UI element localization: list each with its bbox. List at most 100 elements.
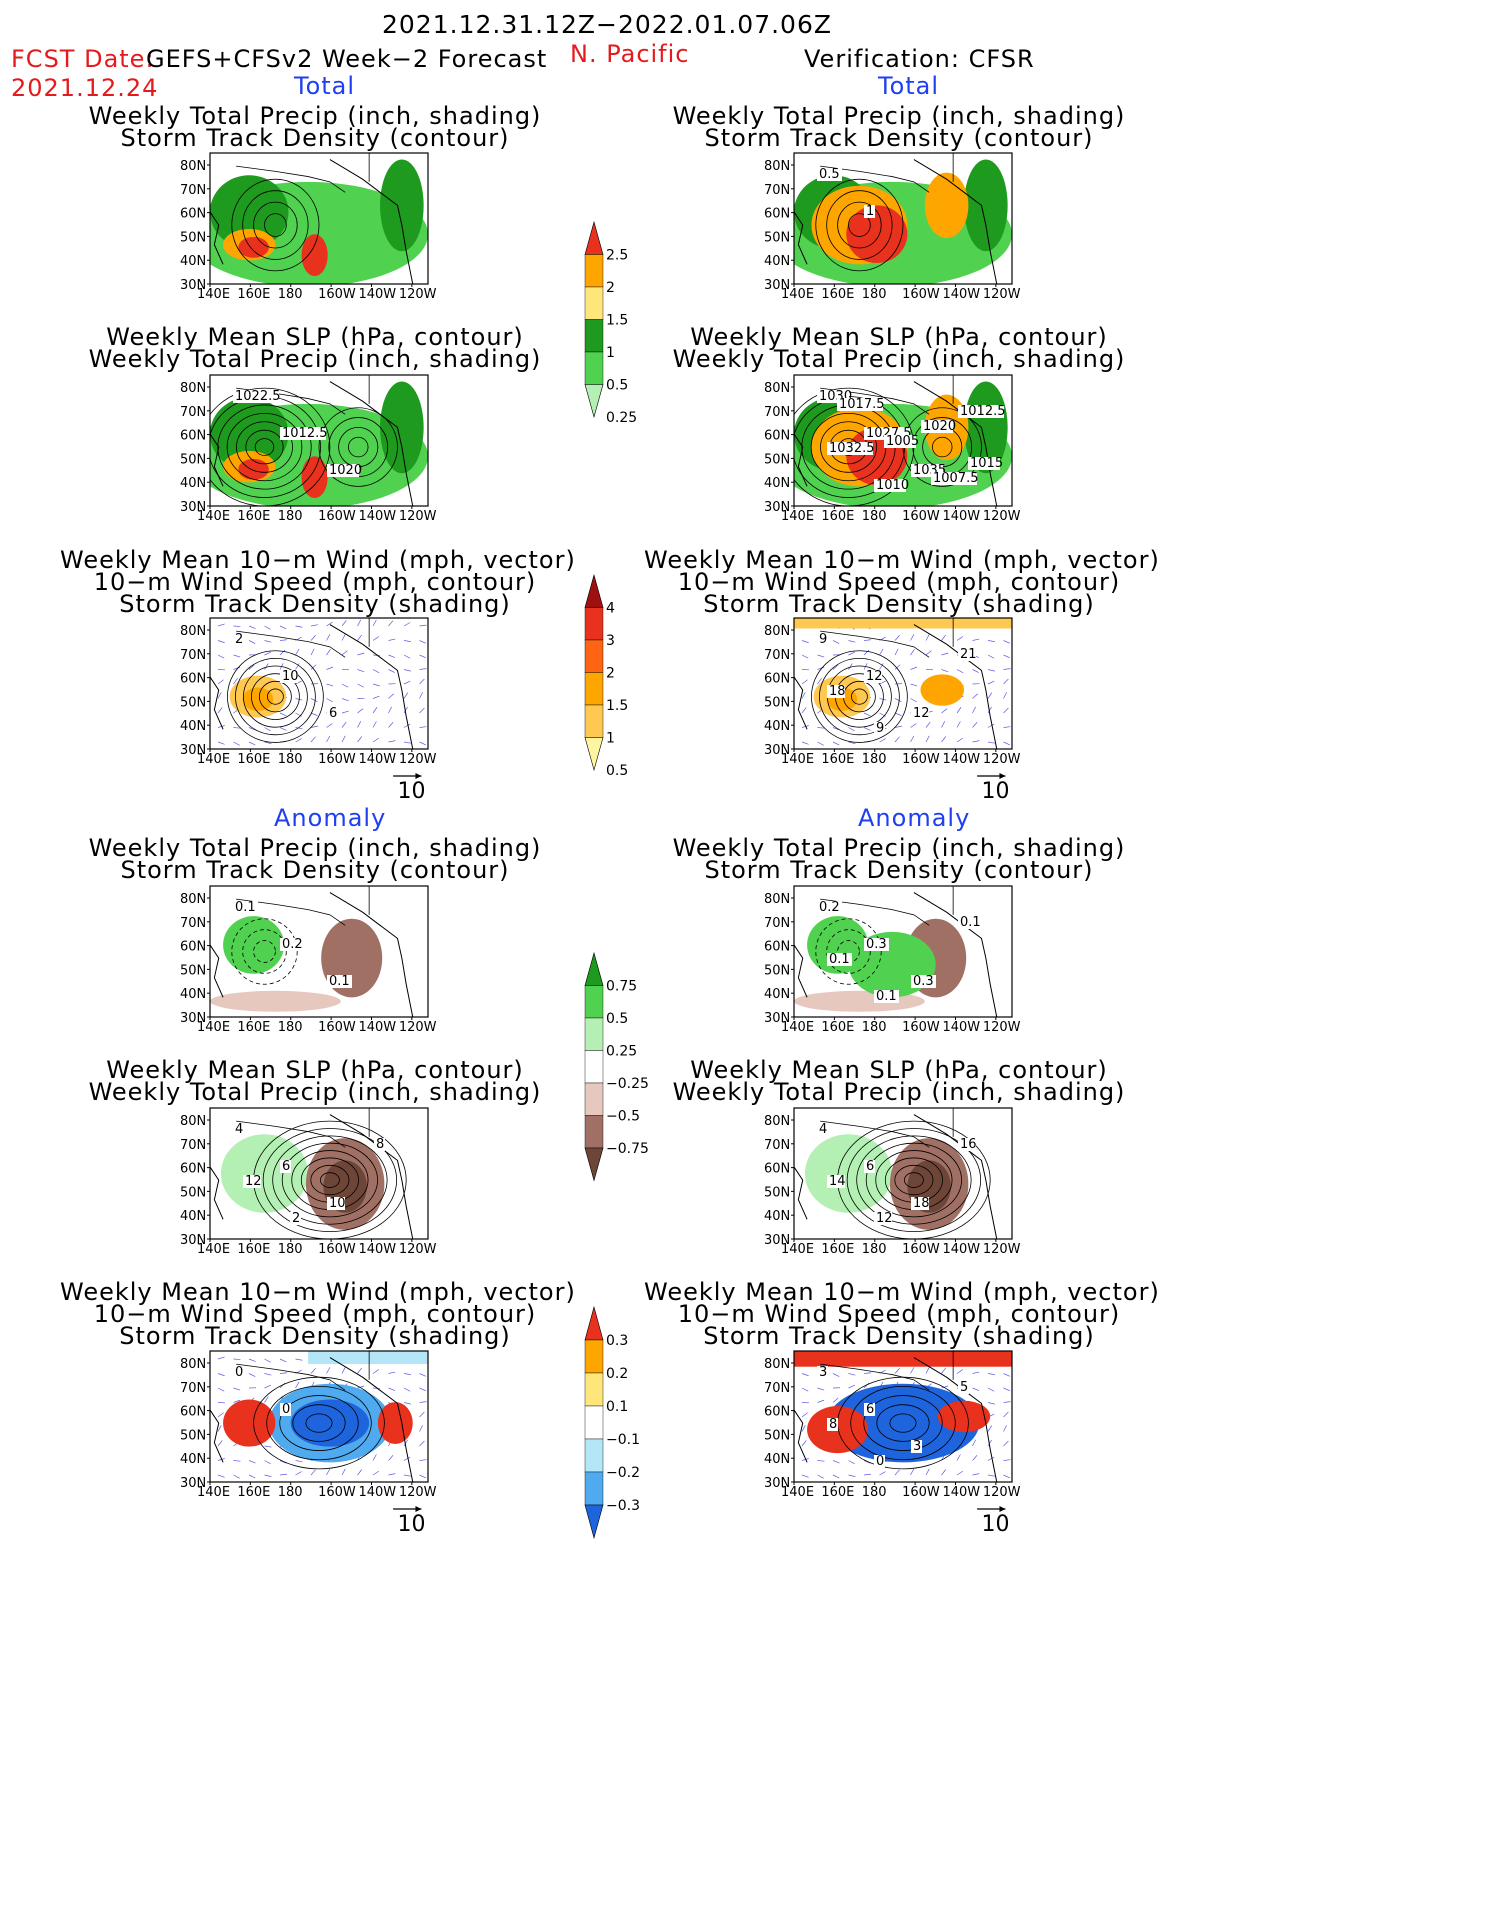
y-tick-label: 40N [764,254,790,269]
map-frame [793,885,1013,1018]
colorbar-label: 1 [606,731,615,747]
precip-shade [301,456,328,499]
map-panel-4: 10301027.510351012.51032.510101020101510… [764,374,1021,524]
wind-vector [310,624,318,627]
wind-vector [326,698,333,703]
wind-vector [388,1371,396,1374]
x-tick-label: 140E [781,752,814,767]
wind-vector [403,640,411,642]
wind-vector [972,1473,980,1476]
map-panel-10: 4 6 18 16 14 12 140E 160E 180 160W 140W 120W 80N 70N 6… [764,1107,1021,1257]
coastline-north-america [913,159,998,284]
wind-vector [910,735,915,743]
contour-line [279,1395,359,1451]
wind-vector [403,692,409,699]
wind-vector [941,1385,949,1389]
contour-line [310,1164,350,1196]
wind-vector [310,725,318,728]
y-tick-label: 60N [764,429,790,444]
wind-vector [910,698,917,703]
wind-vector [264,1396,269,1403]
coastline-asia [794,1409,808,1463]
wind-vector [357,683,364,688]
section-total-right: Total [878,72,940,100]
title-verif-wind-storm: Weekly Mean 10−m Wind (mph, vector) 10−m… [644,547,1159,617]
x-tick-label: 160W [902,1485,940,1500]
title-line: Weekly Total Precip (inch, shading) [672,1078,1126,1106]
map-frame [793,152,1013,285]
wind-vector [279,1372,287,1374]
anom-storm-shade [223,1399,276,1447]
y-tick-label: 70N [180,1381,206,1396]
contour-line [826,190,893,260]
wind-vector [419,707,425,714]
contour-label-bg [864,670,882,683]
contour-label-bg [911,1197,929,1210]
map-frame [793,617,1013,750]
wind-vector [341,710,349,714]
map-frame [793,374,1013,507]
title-line: Weekly Total Precip (inch, shading) [88,1078,542,1106]
wind-vector [326,649,331,656]
title-forecast-wind-storm: Weekly Mean 10−m Wind (mph, vector) 10−m… [60,547,575,618]
contour-label: 5 [960,1380,968,1395]
y-tick-label: 30N [180,1011,206,1026]
title-line: Storm Track Density (shading) [119,590,511,618]
y-tick-label: 40N [764,987,790,1002]
x-tick-label: 120W [399,1485,437,1500]
contour-label-bg [827,953,852,966]
x-tick-label: 160W [318,752,356,767]
x-tick-label: 120W [983,1242,1021,1257]
storm-shade [242,687,274,712]
wind-vector [233,1399,241,1403]
contour-label: 1020 [329,463,362,478]
map-panel-6: 9 12 12 21 18 9 140E 160E 180 160W 140W 120W 80N 70N 6… [764,617,1021,804]
wind-vector [326,723,333,728]
wind-vector [295,648,300,656]
contour-line [811,650,908,743]
wind-vector [372,721,377,728]
map-panel-7: 0.1 0.2 0.1 140E 160E 180 160W 140W 120W 80N 70N 60… [180,885,437,1035]
wind-vector [941,652,949,656]
wind-vector [217,1356,225,1360]
wind-vector [894,635,900,641]
y-tick-label: 60N [764,207,790,222]
y-tick-label: 70N [180,405,206,420]
wind-vector [894,1368,900,1374]
x-tick-label: 160W [318,1485,356,1500]
wind-vector [972,721,978,728]
wind-vector [403,680,411,685]
x-tick-label: 160W [902,1020,940,1035]
vector-ref-arrowhead [999,773,1006,779]
colorbar-segment [584,254,604,288]
contour-label: 0 [876,1454,884,1469]
coastline-asia [210,1166,224,1220]
coastline-alaska [820,165,930,193]
wind-vector [987,1439,992,1447]
wind-vector [832,640,840,644]
contour-label: 4 [235,1122,243,1137]
x-tick-label: 160E [821,1485,854,1500]
colorbar-segment [584,1438,604,1473]
x-tick-label: 160W [318,509,356,524]
x-tick-label: 120W [983,1020,1021,1035]
x-tick-label: 140E [781,287,814,302]
colorbar-label: 4 [606,601,615,617]
y-tick-label: 30N [764,1476,790,1491]
colorbar-label: −0.1 [606,1432,640,1448]
wind-vector [863,639,871,641]
wind-vector [1003,1459,1011,1461]
wind-vector [894,648,899,656]
contour-line [819,657,900,736]
wind-vector [341,1468,346,1476]
colorbar-cap [584,1305,604,1341]
x-tick-label: 120W [399,1242,437,1257]
contour-label: 1032.5 [829,441,875,456]
contour-label-bg [280,938,305,951]
x-tick-label: 180 [278,509,303,524]
x-tick-label: 160E [821,287,854,302]
contour-line [305,1413,333,1433]
x-tick-label: 160W [902,287,940,302]
x-tick-label: 120W [399,509,437,524]
x-tick-label: 140W [942,287,980,302]
